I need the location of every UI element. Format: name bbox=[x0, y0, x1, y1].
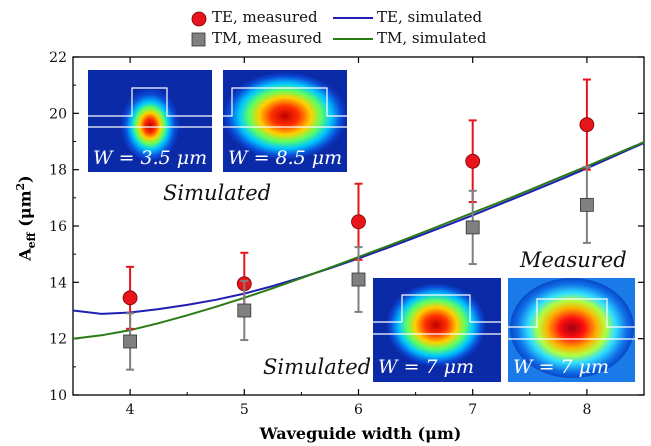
y-tick-label: 12 bbox=[49, 332, 67, 348]
annotation-simulated-top: Simulated bbox=[163, 181, 272, 205]
inset-label-8-5um: W = 8.5 μm bbox=[228, 147, 343, 169]
data-point-tm-measured bbox=[237, 303, 252, 318]
data-point-te-measured bbox=[122, 290, 138, 306]
x-tick-label: 7 bbox=[468, 402, 477, 418]
annotation-simulated-bottom: Simulated bbox=[263, 355, 372, 379]
x-tick-label: 5 bbox=[240, 402, 249, 418]
series-layer bbox=[72, 78, 645, 371]
y-axis-label: Aeff (μm2) bbox=[14, 175, 38, 261]
data-point-tm-measured bbox=[123, 334, 137, 349]
data-point-te-measured bbox=[351, 214, 366, 230]
annotation-measured: Measured bbox=[520, 248, 627, 272]
inset-mode-te-3-5um bbox=[88, 70, 212, 172]
data-point-tm-measured bbox=[465, 220, 480, 235]
inset-label-meas-7um: W = 7 μm bbox=[513, 356, 610, 378]
legend-te-measured: TE, measured bbox=[212, 8, 318, 26]
y-tick-label: 22 bbox=[49, 50, 67, 66]
legend-te-simulated: TE, simulated bbox=[377, 8, 483, 26]
y-tick-label: 10 bbox=[49, 388, 67, 404]
data-point-te-measured bbox=[465, 153, 481, 169]
inset-label-3-5um: W = 3.5 μm bbox=[93, 147, 208, 169]
y-tick-label: 14 bbox=[49, 275, 67, 291]
legend-te-measured-marker bbox=[191, 11, 207, 27]
y-tick-label: 18 bbox=[49, 163, 67, 179]
inset-mode-meas-7um bbox=[508, 278, 635, 382]
x-tick-label: 8 bbox=[582, 402, 591, 418]
data-point-tm-measured bbox=[351, 272, 366, 287]
axis-tick-labels: 4 5 6 7 8 10 12 14 16 18 20 22 bbox=[49, 50, 591, 418]
x-axis-label: Waveguide width (μm) bbox=[259, 424, 462, 443]
x-tick-label: 6 bbox=[354, 402, 363, 418]
legend-tm-measured-marker bbox=[191, 32, 206, 47]
inset-mode-sim-7um bbox=[373, 278, 501, 382]
legend-tm-measured: TM, measured bbox=[212, 29, 322, 47]
inset-mode-te-8-5um bbox=[223, 70, 347, 172]
x-tick-label: 4 bbox=[126, 402, 135, 418]
y-tick-label: 16 bbox=[49, 219, 67, 235]
legend-tm-simulated: TM, simulated bbox=[377, 29, 487, 47]
inset-label-sim-7um: W = 7 μm bbox=[378, 356, 475, 378]
data-point-tm-measured bbox=[580, 197, 594, 212]
axis-ticks bbox=[72, 56, 645, 396]
y-tick-label: 20 bbox=[49, 106, 67, 122]
data-point-te-measured bbox=[579, 117, 595, 132]
